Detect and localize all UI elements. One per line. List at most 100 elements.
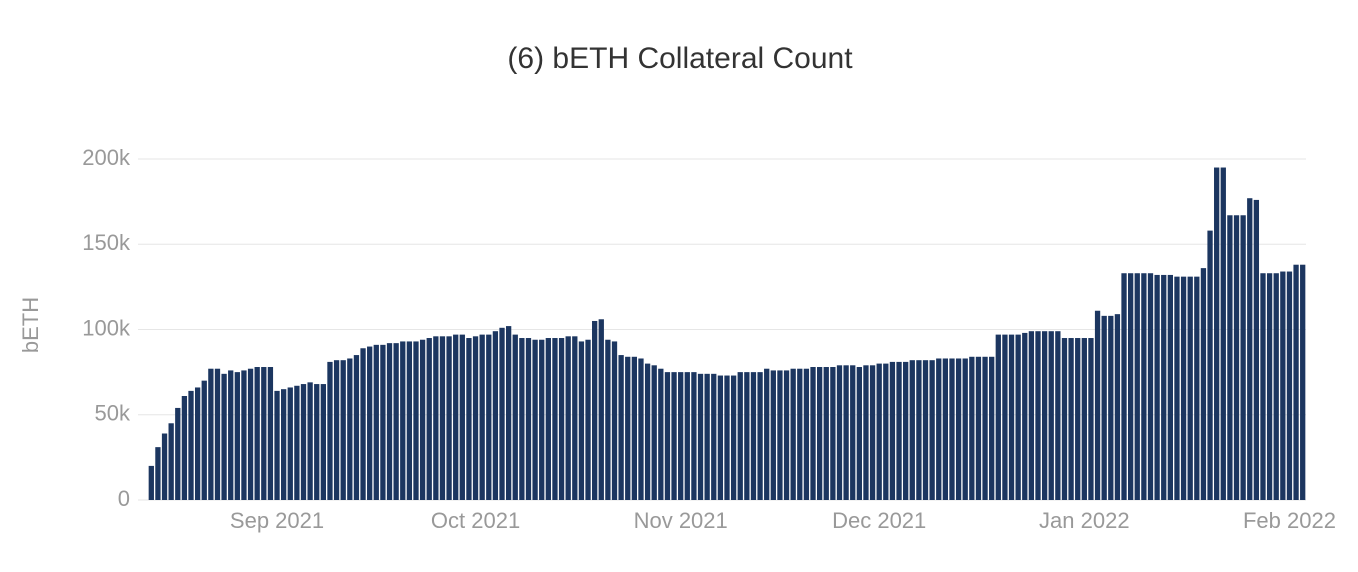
bar <box>1200 268 1207 500</box>
bar <box>194 387 201 500</box>
bar <box>1075 338 1081 500</box>
bar <box>1041 331 1048 500</box>
bar <box>611 341 618 500</box>
bar <box>1094 310 1101 500</box>
x-tick-label: Nov 2021 <box>634 508 728 533</box>
bar <box>1141 273 1147 500</box>
x-tick-label: Dec 2021 <box>832 508 926 533</box>
bar <box>777 370 783 500</box>
bar <box>803 368 810 500</box>
bar <box>433 336 439 500</box>
bar <box>618 355 624 500</box>
bar <box>936 358 942 500</box>
bar <box>684 372 690 500</box>
bar <box>1127 273 1134 500</box>
bar <box>287 387 293 500</box>
bar <box>691 372 697 500</box>
bar <box>744 372 750 500</box>
bar <box>883 363 889 500</box>
bar <box>704 373 710 500</box>
bar <box>400 341 406 500</box>
bar <box>876 363 882 500</box>
bar <box>446 336 452 500</box>
bar <box>757 372 763 500</box>
bar <box>168 423 174 500</box>
bar <box>730 375 737 500</box>
bar <box>247 368 254 500</box>
bar <box>327 361 333 500</box>
bar <box>519 338 525 500</box>
bar <box>380 344 386 500</box>
bar <box>466 338 472 500</box>
bar <box>1207 230 1213 501</box>
bar <box>578 341 585 500</box>
bar <box>492 331 499 500</box>
bar <box>1266 273 1273 500</box>
bar <box>545 338 551 500</box>
x-tick-label: Oct 2021 <box>431 508 520 533</box>
bar <box>505 326 512 500</box>
bar <box>1293 264 1299 500</box>
bar <box>1114 314 1121 500</box>
bar <box>486 334 492 500</box>
x-tick-label: Jan 2022 <box>1039 508 1130 533</box>
bar <box>783 370 790 500</box>
bar <box>1015 334 1021 500</box>
bar <box>1194 276 1200 500</box>
bar <box>664 372 671 500</box>
bar <box>711 373 717 500</box>
bar <box>922 360 929 500</box>
bar <box>572 336 578 500</box>
bar <box>1247 198 1253 500</box>
bar <box>598 319 604 500</box>
x-tick-label: Sep 2021 <box>230 508 324 533</box>
bar <box>651 365 657 500</box>
bar <box>1121 273 1127 500</box>
bar <box>658 368 664 500</box>
bar <box>770 370 776 500</box>
y-tick-label: 0 <box>118 486 130 511</box>
bar <box>281 389 287 500</box>
chart-title: (6) bETH Collateral Count <box>507 42 853 75</box>
bar <box>439 336 446 500</box>
bar <box>1035 331 1041 500</box>
bar <box>1068 338 1074 500</box>
bar <box>188 390 194 500</box>
bar <box>625 356 631 500</box>
bar <box>300 384 307 500</box>
bar <box>995 334 1001 500</box>
bar <box>175 407 181 500</box>
bar <box>631 356 638 500</box>
bar <box>1253 199 1260 501</box>
bar <box>1147 273 1154 500</box>
bar <box>863 365 869 500</box>
bar <box>1187 276 1193 500</box>
bar <box>472 336 479 500</box>
bar <box>1240 215 1246 500</box>
bar <box>1134 273 1140 500</box>
bar <box>916 360 922 500</box>
bar <box>1300 264 1306 500</box>
bar <box>949 358 955 500</box>
bar <box>836 365 843 500</box>
bar <box>764 368 770 500</box>
bar <box>565 336 571 500</box>
bar <box>1286 271 1293 500</box>
bar <box>499 327 505 500</box>
bar <box>1273 273 1279 500</box>
bar <box>929 360 935 500</box>
bar <box>386 343 393 500</box>
bar <box>1081 338 1087 500</box>
x-tick-label: Feb 2022 <box>1243 508 1336 533</box>
bar <box>850 365 856 500</box>
bar <box>830 367 836 500</box>
bar <box>717 375 724 500</box>
bar <box>1022 332 1028 500</box>
bar <box>512 334 518 500</box>
bar <box>750 372 757 500</box>
bar <box>347 358 353 500</box>
bar <box>1233 215 1240 500</box>
bar <box>1154 274 1160 500</box>
bar <box>790 368 796 500</box>
